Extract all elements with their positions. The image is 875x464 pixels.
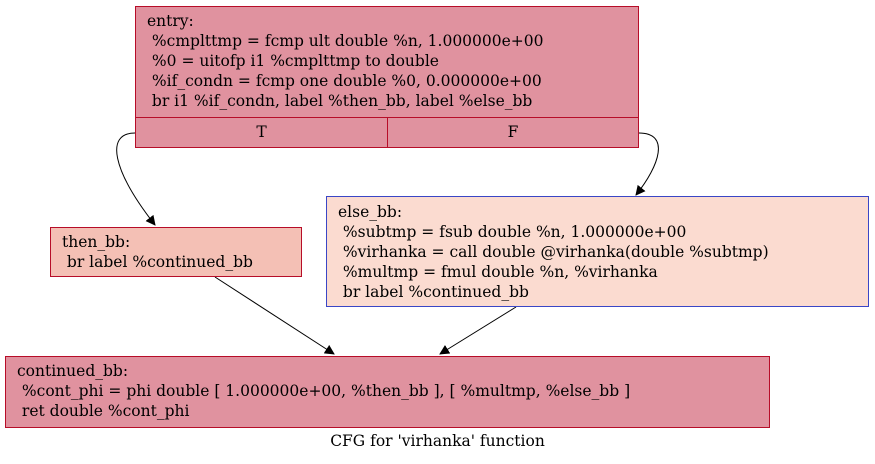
node-entry-text: entry: %cmplttmp = fcmp ult double %n, 1… (147, 12, 544, 110)
edge-entry-to-then (116, 132, 156, 226)
node-then-bb-text: then_bb: br label %continued_bb (62, 233, 253, 271)
node-continued-bb-text: continued_bb: %cont_phi = phi double [ 1… (17, 362, 631, 420)
port-false: F (507, 123, 519, 141)
graph-caption: CFG for 'virhanka' function (330, 432, 545, 450)
node-then-bb: then_bb: br label %continued_bb (50, 227, 302, 277)
node-entry-ports: T F (136, 117, 638, 148)
node-continued-bb: continued_bb: %cont_phi = phi double [ 1… (5, 356, 770, 428)
node-else-bb: else_bb: %subtmp = fsub double %n, 1.000… (326, 196, 869, 307)
edge-else-to-continued (439, 306, 517, 355)
node-else-bb-text: else_bb: %subtmp = fsub double %n, 1.000… (338, 203, 769, 301)
node-entry: entry: %cmplttmp = fcmp ult double %n, 1… (135, 6, 639, 148)
port-true: T (136, 118, 388, 148)
edge-entry-to-else (635, 132, 659, 196)
edge-then-to-continued (214, 276, 335, 355)
